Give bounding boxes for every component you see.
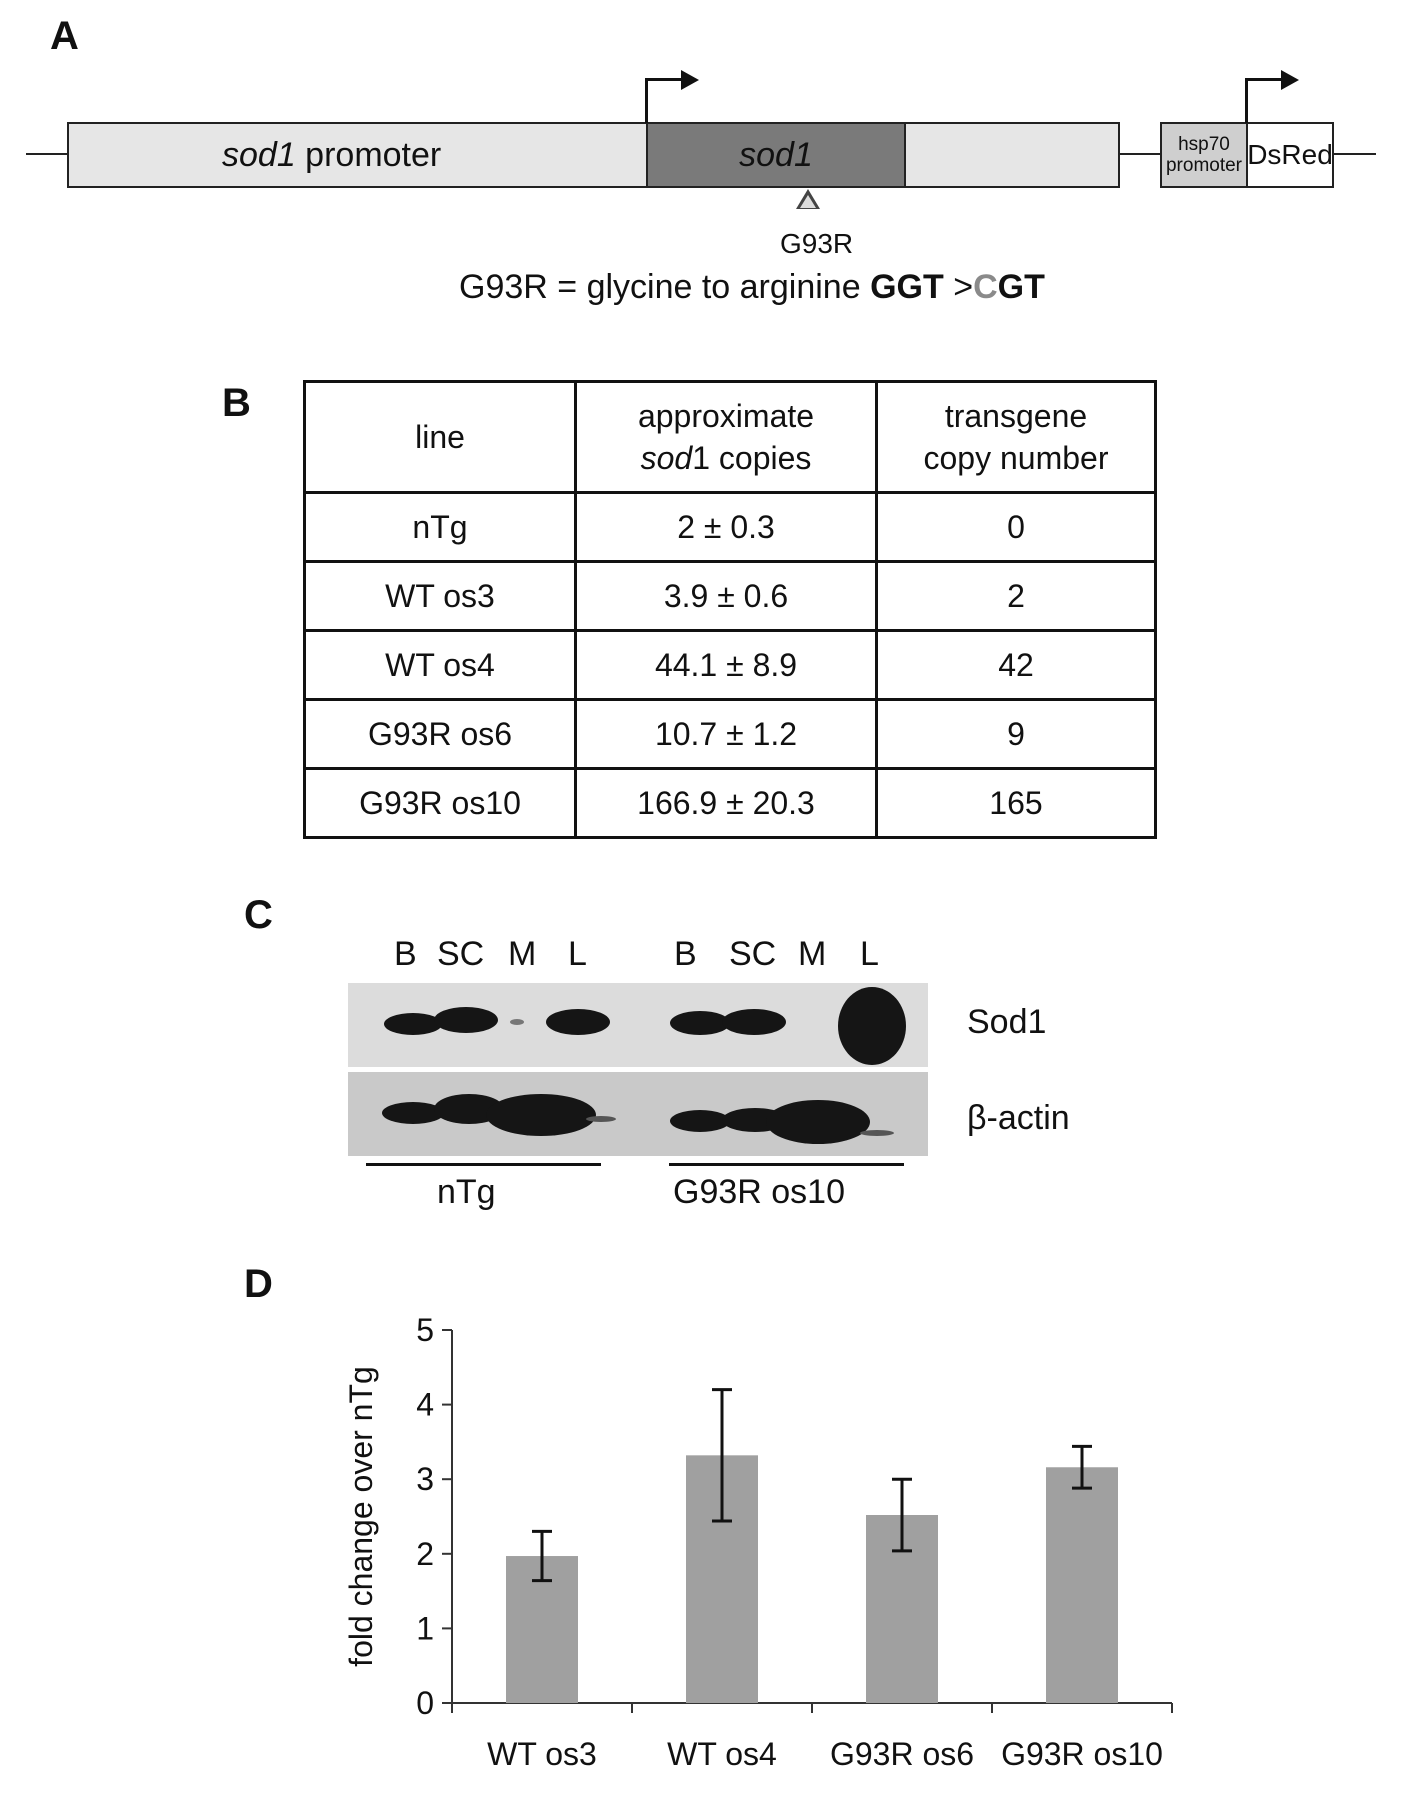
mutation-label: G93R xyxy=(780,228,854,259)
lane-label: M xyxy=(798,935,827,973)
y-axis-label: fold change over nTg xyxy=(343,1366,379,1667)
lane-label: B xyxy=(394,935,417,973)
header-line: line xyxy=(303,380,577,494)
cell-line: nTg xyxy=(303,491,577,563)
blot-band xyxy=(434,1007,498,1033)
blot-band xyxy=(382,1102,444,1124)
cell-transgene: 42 xyxy=(875,629,1157,701)
bar xyxy=(686,1455,758,1703)
group-underline-g93r xyxy=(669,1163,904,1166)
group-label-g93r: G93R os10 xyxy=(673,1173,845,1211)
tss-arrow-sod1-shaft xyxy=(645,78,683,81)
blot-band xyxy=(860,1130,894,1136)
cell-line: G93R os6 xyxy=(303,698,577,770)
mutation-marker-fill xyxy=(800,195,816,208)
lane-label: L xyxy=(860,935,879,973)
table-row: G93R os10 166.9 ± 20.3 165 xyxy=(303,767,1157,839)
bar xyxy=(1046,1467,1118,1703)
sod1-gene-box: sod1 xyxy=(646,122,906,188)
group-label-ntg: nTg xyxy=(437,1173,496,1211)
cell-line: G93R os10 xyxy=(303,767,577,839)
table-row: WT os3 3.9 ± 0.6 2 xyxy=(303,560,1157,632)
copy-number-table: line approximate sod1 copies transgene c… xyxy=(303,380,1157,839)
cell-copies: 3.9 ± 0.6 xyxy=(574,560,878,632)
y-tick-label: 3 xyxy=(416,1461,434,1497)
blot-band xyxy=(670,1110,730,1132)
panel-d-label: D xyxy=(244,1262,273,1306)
table-row: G93R os6 10.7 ± 1.2 9 xyxy=(303,698,1157,770)
blot-band xyxy=(384,1013,442,1035)
x-tick-label: G93R os10 xyxy=(1001,1736,1163,1772)
lane-label: L xyxy=(568,935,587,973)
actin-blot-image xyxy=(348,1072,928,1156)
y-tick-label: 5 xyxy=(416,1312,434,1348)
y-tick-label: 2 xyxy=(416,1536,434,1572)
lane-label: SC xyxy=(729,935,777,973)
x-tick-label: WT os4 xyxy=(667,1736,777,1772)
table-row: WT os4 44.1 ± 8.9 42 xyxy=(303,629,1157,701)
panel-c-label: C xyxy=(244,893,273,937)
y-tick-label: 4 xyxy=(416,1387,434,1423)
x-tick-label: WT os3 xyxy=(487,1736,597,1772)
table-header-row: line approximate sod1 copies transgene c… xyxy=(303,380,1157,494)
y-tick-label: 1 xyxy=(416,1610,434,1646)
cell-transgene: 0 xyxy=(875,491,1157,563)
cell-copies: 166.9 ± 20.3 xyxy=(574,767,878,839)
mutation-description: G93R = glycine to arginine GGT >CGT xyxy=(459,268,1045,306)
table-row: nTg 2 ± 0.3 0 xyxy=(303,491,1157,563)
x-tick-label: G93R os6 xyxy=(830,1736,974,1772)
dna-backbone-right xyxy=(1332,153,1376,155)
header-approx-copies: approximate sod1 copies xyxy=(574,380,878,494)
tss-arrow-dsred-shaft xyxy=(1245,78,1283,81)
tss-arrow-dsred-stem xyxy=(1245,79,1248,123)
dsred-reporter-box: DsRed xyxy=(1246,122,1334,188)
blot-band xyxy=(546,1009,610,1035)
actin-row-label: β-actin xyxy=(967,1099,1070,1137)
sod1-blot-image xyxy=(348,983,928,1067)
blot-band xyxy=(486,1094,596,1136)
sod1-promoter-box xyxy=(67,122,1120,188)
tss-arrow-sod1-stem xyxy=(645,79,648,123)
bar xyxy=(866,1515,938,1703)
lane-label: M xyxy=(508,935,537,973)
cell-transgene: 9 xyxy=(875,698,1157,770)
tss-arrow-dsred-head xyxy=(1281,70,1299,90)
group-underline-ntg xyxy=(366,1163,601,1166)
dna-backbone-left xyxy=(26,153,68,155)
cell-line: WT os4 xyxy=(303,629,577,701)
tss-arrow-sod1-head xyxy=(681,70,699,90)
cell-transgene: 165 xyxy=(875,767,1157,839)
cell-transgene: 2 xyxy=(875,560,1157,632)
sod1-promoter-label: sod1 promoter xyxy=(222,136,442,174)
cell-copies: 2 ± 0.3 xyxy=(574,491,878,563)
blot-band xyxy=(838,987,906,1065)
header-transgene-copies: transgene copy number xyxy=(875,380,1157,494)
lane-label: B xyxy=(674,935,697,973)
blot-band xyxy=(586,1116,616,1122)
blot-band xyxy=(766,1100,870,1144)
sod1-row-label: Sod1 xyxy=(967,1003,1047,1041)
panel-b-label: B xyxy=(222,381,251,425)
bar xyxy=(506,1556,578,1703)
hsp70-promoter-box: hsp70 promoter xyxy=(1160,122,1248,188)
lane-label: SC xyxy=(437,935,485,973)
blot-band xyxy=(670,1011,730,1035)
blot-band xyxy=(722,1009,786,1035)
dna-backbone-mid xyxy=(1118,153,1162,155)
cell-line: WT os3 xyxy=(303,560,577,632)
cell-copies: 44.1 ± 8.9 xyxy=(574,629,878,701)
panel-a-label: A xyxy=(50,14,79,58)
cell-copies: 10.7 ± 1.2 xyxy=(574,698,878,770)
y-tick-label: 0 xyxy=(416,1685,434,1721)
blot-band xyxy=(510,1019,524,1025)
